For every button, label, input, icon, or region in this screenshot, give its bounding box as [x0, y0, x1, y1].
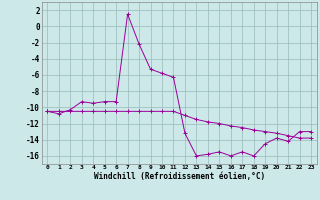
- X-axis label: Windchill (Refroidissement éolien,°C): Windchill (Refroidissement éolien,°C): [94, 172, 265, 181]
